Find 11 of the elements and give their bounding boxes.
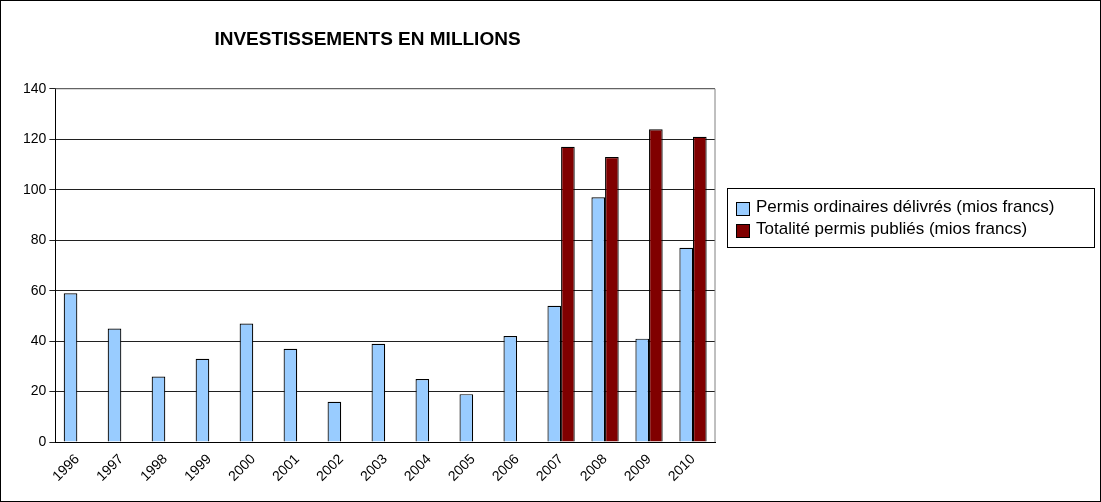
legend-label: Permis ordinaires délivrés (mios francs)	[756, 197, 1055, 217]
y-tick-label: 140	[23, 79, 47, 96]
y-tick-label: 120	[23, 130, 47, 147]
y-tick-label: 40	[30, 332, 47, 349]
legend-label: Totalité permis publiés (mios francs)	[756, 219, 1028, 239]
y-tick-label: 0	[38, 432, 47, 449]
y-tick-label: 60	[30, 281, 47, 298]
y-tick-label: 80	[30, 231, 47, 248]
y-tick-label: 100	[23, 180, 47, 197]
y-tick-label: 20	[30, 382, 47, 399]
chart-title: INVESTISSEMENTS EN MILLIONS	[214, 27, 521, 49]
